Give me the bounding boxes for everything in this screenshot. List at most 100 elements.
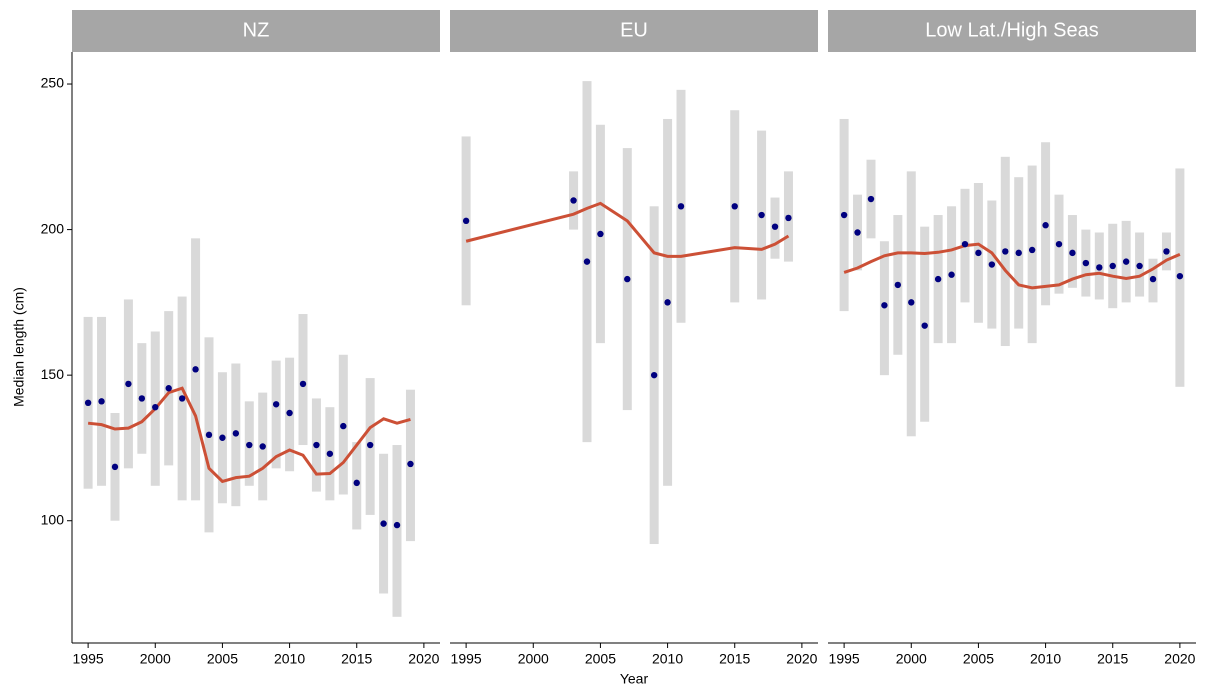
strip-label: EU [620,19,648,41]
x-tick-label: 2005 [963,651,994,667]
median-point [1082,259,1090,267]
median-point [894,281,902,289]
x-axis-label: Year [620,671,649,687]
x-tick-label: 2005 [207,651,238,667]
x-tick-label: 2000 [896,651,927,667]
x-tick-label: 2020 [786,651,817,667]
range-bar [271,360,281,469]
x-tick-label: 2010 [1030,651,1061,667]
x-tick-label: 2020 [1164,651,1195,667]
median-point [98,398,105,405]
median-point [570,197,577,204]
median-point [975,249,982,257]
median-point [1002,248,1009,255]
median-point [1122,258,1130,265]
median-point [1055,240,1063,248]
x-tick-label: 1995 [829,651,860,667]
median-point [988,261,996,268]
trend-line [465,201,790,258]
median-point [462,217,470,225]
strip [72,10,440,52]
median-point [1109,262,1116,270]
x-tick-label: 2015 [719,651,750,667]
median-point [961,240,969,248]
median-point [677,203,685,210]
trend-line [87,386,411,484]
x-tick-label: 2015 [1097,651,1128,667]
y-tick-label: 150 [41,366,65,382]
median-point [192,366,199,373]
median-point [152,403,159,411]
median-point [407,460,414,468]
range-bar [392,445,402,617]
median-point [1176,272,1184,280]
median-point [758,211,765,219]
y-tick-label: 250 [41,75,65,91]
median-point [111,463,119,471]
median-point [286,409,293,417]
median-point [340,422,347,430]
median-point [1163,248,1170,255]
median-point [125,380,132,388]
x-tick-label: 2000 [518,651,549,667]
median-point [272,401,280,408]
median-point [664,299,671,306]
median-point [597,230,604,238]
median-point [259,443,266,450]
strip [450,10,818,52]
median-point [840,211,848,219]
median-point [1042,222,1049,229]
median-point [205,431,213,439]
median-point [731,203,738,210]
median-point [1015,249,1022,257]
median-point [624,275,631,283]
median-point [353,479,360,487]
median-point [313,441,320,449]
strip-label: NZ [243,19,270,41]
median-point [138,395,146,402]
median-point [583,258,591,265]
median-point [246,441,253,449]
x-tick-label: 2015 [341,651,372,667]
median-point [1136,262,1143,270]
median-point [867,195,875,203]
median-point [299,380,307,388]
y-tick-label: 100 [41,511,65,527]
strip [828,10,1196,52]
y-tick-label: 200 [41,220,65,236]
median-point [178,395,186,402]
median-point [650,371,658,379]
x-tick-label: 1995 [451,651,482,667]
range-bar [1027,165,1037,344]
median-point [908,299,915,306]
trend-line [843,242,1181,290]
median-point [1069,249,1076,257]
median-point [854,229,861,236]
median-point [948,271,955,278]
median-point [219,434,226,441]
median-point [232,430,240,437]
median-point [1028,246,1036,254]
x-tick-label: 1995 [73,651,104,667]
median-point [393,521,401,529]
x-tick-label: 2000 [140,651,171,667]
x-tick-label: 2005 [585,651,616,667]
x-tick-label: 2020 [408,651,439,667]
median-point [785,214,792,222]
median-point [326,450,334,457]
median-point [84,399,92,407]
median-point [1149,275,1157,283]
median-point [934,275,942,283]
x-tick-label: 2010 [652,651,683,667]
y-axis-label: Median length (cm) [11,287,27,407]
median-point [165,385,172,392]
median-point [366,441,374,449]
strip-label: Low Lat./High Seas [925,19,1098,41]
median-point [881,302,888,309]
range-bar [298,314,308,446]
x-tick-label: 2010 [274,651,305,667]
median-point [1096,264,1103,271]
median-point [380,520,387,527]
median-point [921,322,928,329]
